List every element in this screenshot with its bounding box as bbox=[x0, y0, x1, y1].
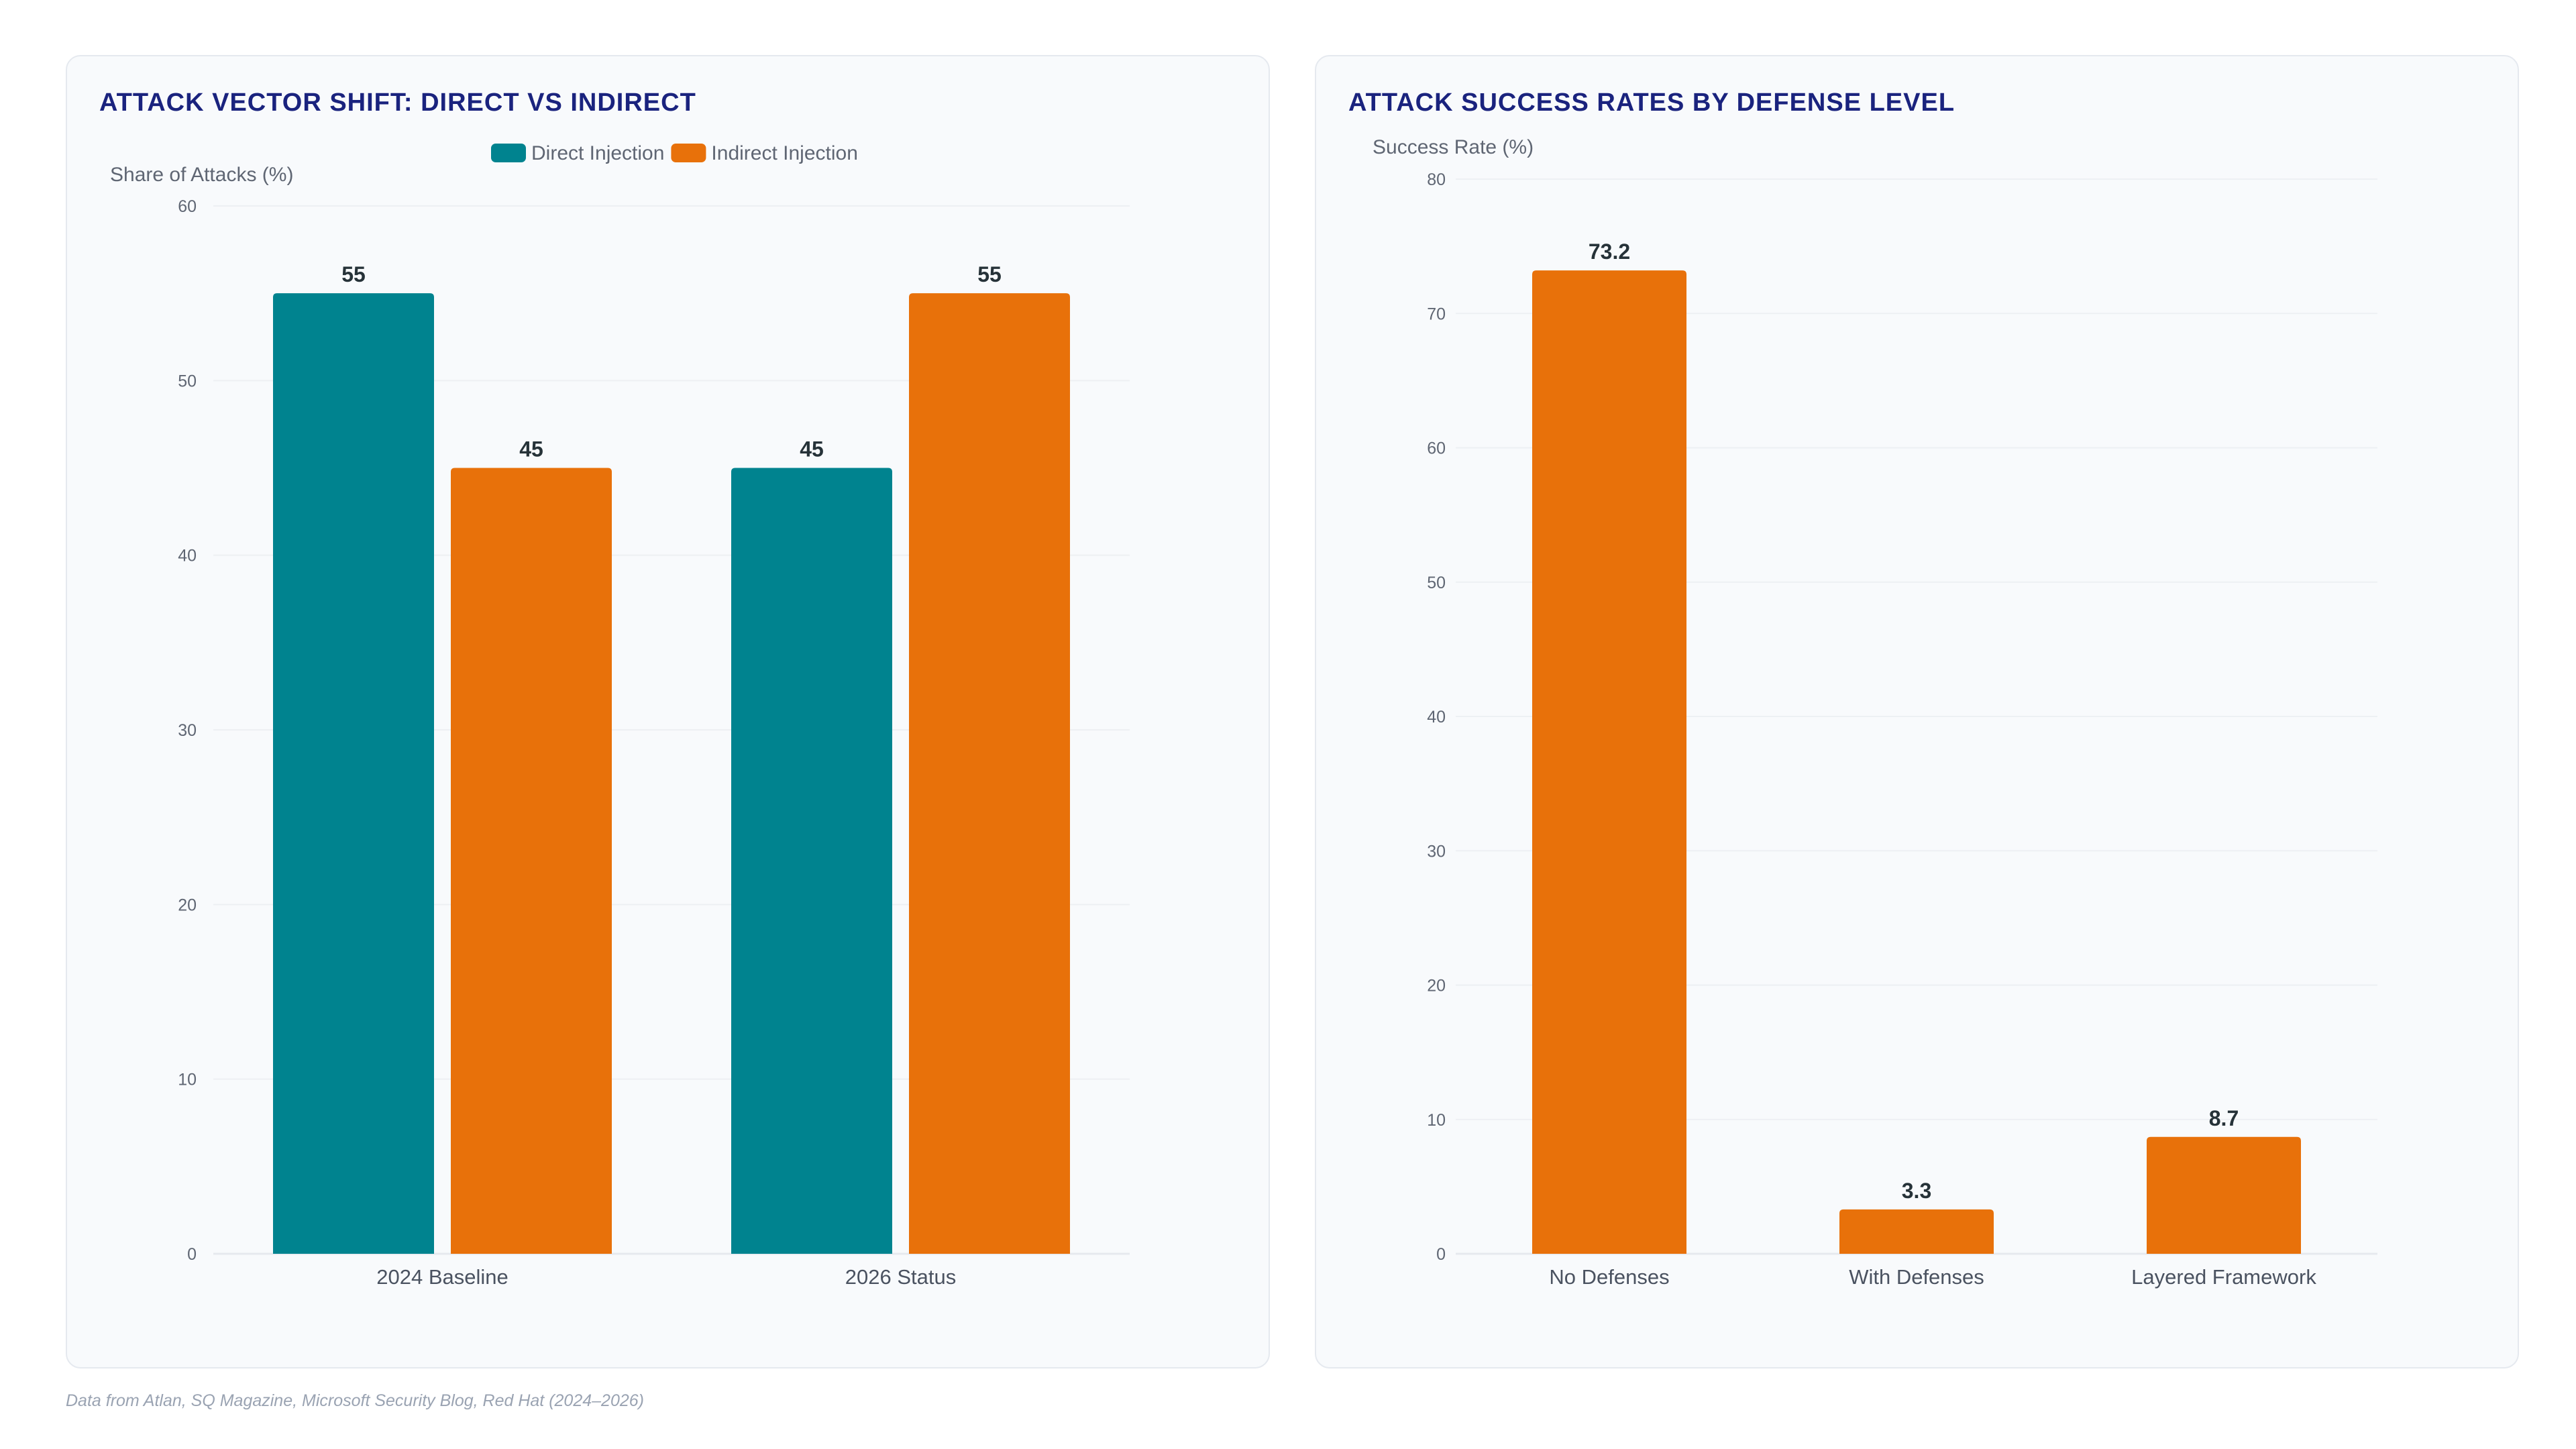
success-rate-chart: 0 10 20 30 40 50 60 70 80 Success Rate (%) 73.2 No … bbox=[1373, 136, 2377, 1289]
y-tick-label: 40 bbox=[178, 547, 197, 566]
y-tick-label: 50 bbox=[1427, 574, 1446, 592]
bar bbox=[451, 468, 612, 1254]
y-tick-label: 60 bbox=[178, 197, 197, 216]
y-tick-label: 30 bbox=[178, 721, 197, 740]
data-label: 73.2 bbox=[1589, 239, 1630, 264]
x-tick-label: With Defenses bbox=[1849, 1265, 1984, 1289]
y-tick-label: 0 bbox=[1436, 1245, 1446, 1264]
x-tick-label: 2024 Baseline bbox=[376, 1265, 508, 1289]
chart-title: ATTACK SUCCESS RATES BY DEFENSE LEVEL bbox=[1348, 89, 1955, 117]
data-label: 45 bbox=[800, 437, 824, 462]
y-tick-label: 20 bbox=[178, 896, 197, 914]
y-tick-label: 20 bbox=[1427, 977, 1446, 996]
attack-vector-chart: 0 10 20 30 40 50 60 Share of Attacks (%) 55 45 202… bbox=[110, 142, 1130, 1289]
data-label: 8.7 bbox=[2209, 1106, 2239, 1130]
y-tick-label: 0 bbox=[187, 1245, 197, 1264]
x-tick-label: No Defenses bbox=[1549, 1265, 1669, 1289]
y-axis-label: Share of Attacks (%) bbox=[110, 164, 293, 186]
data-label: 55 bbox=[977, 262, 1002, 286]
legend-swatch bbox=[671, 144, 706, 162]
bar bbox=[909, 293, 1070, 1254]
bar bbox=[2147, 1136, 2301, 1254]
bar bbox=[731, 468, 892, 1254]
bar bbox=[1532, 270, 1686, 1254]
source-note: Data from Atlan, SQ Magazine, Microsoft … bbox=[66, 1391, 644, 1410]
chart-title: ATTACK VECTOR SHIFT: DIRECT VS INDIRECT bbox=[99, 89, 696, 117]
y-axis-label: Success Rate (%) bbox=[1373, 136, 1534, 158]
legend-label: Direct Injection bbox=[531, 142, 664, 164]
x-tick-label: 2026 Status bbox=[845, 1265, 956, 1289]
legend-label: Indirect Injection bbox=[711, 142, 857, 164]
y-tick-label: 40 bbox=[1427, 708, 1446, 727]
y-tick-label: 80 bbox=[1427, 170, 1446, 189]
y-tick-label: 10 bbox=[1427, 1111, 1446, 1130]
y-tick-label: 70 bbox=[1427, 305, 1446, 323]
x-tick-label: Layered Framework bbox=[2131, 1265, 2316, 1289]
y-tick-label: 60 bbox=[1427, 439, 1446, 458]
y-tick-label: 30 bbox=[1427, 842, 1446, 861]
legend-swatch bbox=[491, 144, 526, 162]
success-rate-panel: ATTACK SUCCESS RATES BY DEFENSE LEVEL 0 1… bbox=[1315, 55, 2519, 1368]
bar bbox=[273, 293, 434, 1254]
y-tick-label: 50 bbox=[178, 372, 197, 390]
attack-vector-panel: ATTACK VECTOR SHIFT: DIRECT VS INDIRECT … bbox=[66, 55, 1270, 1368]
data-label: 45 bbox=[519, 437, 543, 462]
y-tick-label: 10 bbox=[178, 1071, 197, 1089]
bar bbox=[1839, 1209, 1994, 1254]
data-label: 3.3 bbox=[1902, 1179, 1931, 1203]
data-label: 55 bbox=[341, 262, 366, 286]
